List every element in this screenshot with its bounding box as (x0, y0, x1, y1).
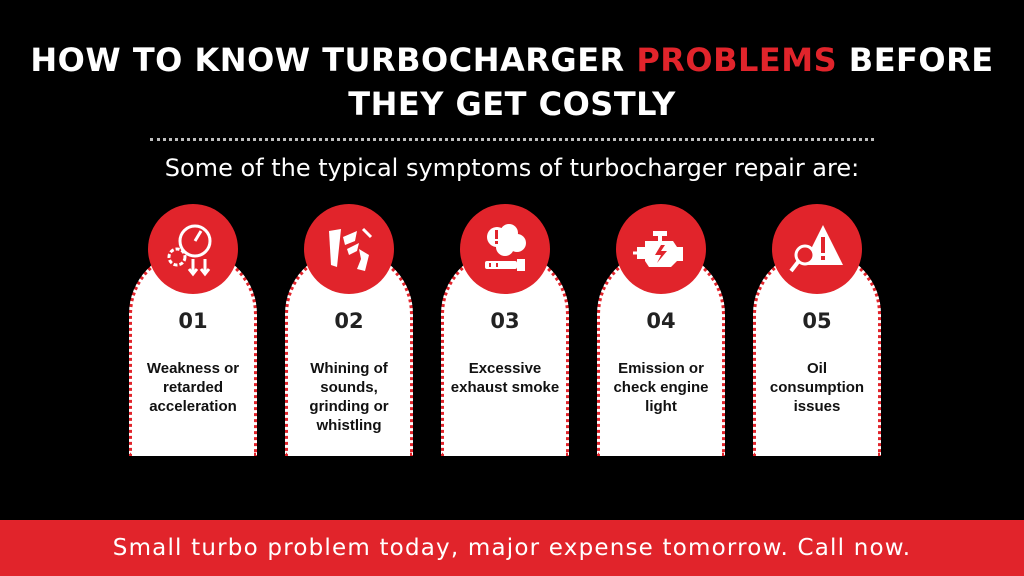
warning-inspect-icon (774, 206, 860, 292)
symptom-label: Weakness or retarded acceleration (146, 360, 240, 415)
subtitle: Some of the typical symptoms of turbocha… (164, 154, 860, 182)
symptom-number: 04 (646, 309, 676, 333)
symptom-label: Emission or check engine light (613, 360, 709, 415)
title-highlight: PROBLEMS (636, 41, 838, 79)
footer-banner: Small turbo problem today, major expense… (0, 520, 1024, 576)
exhaust-smoke-icon (462, 206, 548, 292)
title-line2: THEY GET COSTLY (348, 85, 676, 123)
title-part2: BEFORE (837, 41, 994, 79)
symptom-number: 01 (178, 309, 208, 333)
symptom-label: Oil consumption issues (769, 360, 865, 415)
symptom-number: 02 (334, 309, 364, 333)
symptom-number: 05 (802, 309, 832, 333)
footer-text: Small turbo problem today, major expense… (112, 535, 912, 561)
symptom-number: 03 (490, 309, 520, 333)
symptom-label: Excessive exhaust smoke (450, 360, 560, 396)
noise-icon (306, 206, 392, 292)
gauge-gears-icon (150, 206, 236, 292)
dotted-divider (150, 138, 874, 141)
symptom-label: Whining of sounds, grinding or whistling (309, 360, 389, 434)
page-title: HOW TO KNOW TURBOCHARGER PROBLEMS BEFORE… (0, 38, 1024, 126)
check-engine-icon (618, 206, 704, 292)
title-part1: HOW TO KNOW TURBOCHARGER (30, 41, 637, 79)
